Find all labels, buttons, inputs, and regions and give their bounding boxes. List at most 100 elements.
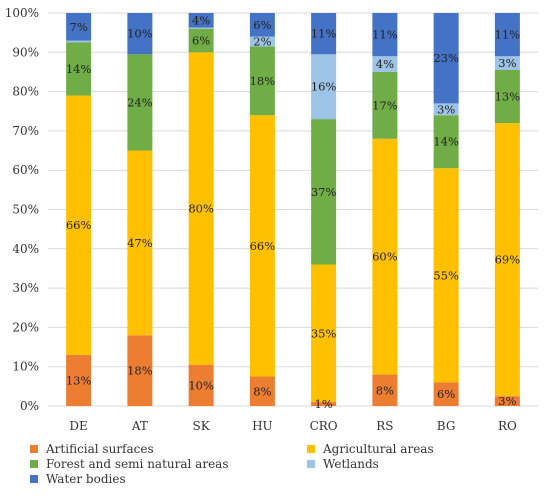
bar-segment — [249, 115, 275, 377]
legend-swatch — [307, 445, 315, 453]
data-label: 10% — [127, 27, 153, 41]
bar-segment — [66, 13, 92, 41]
y-tick-label: 0% — [20, 399, 39, 413]
bar-segment — [433, 382, 459, 406]
bar-segment — [433, 103, 459, 116]
bar-segment — [66, 40, 92, 43]
x-tick-label: AT — [131, 419, 148, 433]
data-label: 3% — [437, 102, 455, 116]
data-label: 13% — [66, 373, 92, 387]
x-tick-label: HU — [252, 419, 273, 433]
x-tick-label: CRO — [310, 419, 338, 433]
y-tick-label: 60% — [12, 163, 39, 177]
data-label: 14% — [433, 135, 459, 149]
bar-segment — [311, 119, 337, 265]
data-labels: 13% 66% 14% 7% 18% 47% 24% 10% 10% 80% 6% 4% 8% 66% 18… — [66, 13, 520, 411]
legend-item: Wetlands — [307, 456, 379, 472]
bar-segment — [66, 95, 92, 355]
data-label: 66% — [66, 218, 92, 232]
bar-segment — [311, 13, 337, 55]
data-label: 18% — [127, 364, 153, 378]
data-label: 69% — [495, 253, 521, 267]
data-label: 7% — [70, 20, 88, 34]
data-label: 11% — [495, 28, 521, 42]
bar-segment — [372, 13, 398, 57]
data-label: 55% — [433, 268, 459, 282]
bar-segment — [249, 13, 275, 37]
legend-label: Forest and semi natural areas — [46, 457, 229, 471]
bar-segment — [372, 56, 398, 72]
bar-segment — [66, 354, 92, 406]
y-axis-ticks: 0% 10% 20% 30% 40% 50% 60% 70% 80% 90% 100% — [5, 6, 39, 413]
legend-label: Water bodies — [46, 472, 126, 486]
legend-swatch — [30, 460, 38, 468]
legend-swatch — [307, 460, 315, 468]
bar-segment — [311, 402, 337, 406]
bar-segment — [127, 335, 153, 406]
x-tick-label: RS — [376, 419, 393, 433]
y-tick-label: 80% — [12, 85, 39, 99]
y-tick-label: 50% — [12, 203, 39, 217]
bar-segment — [188, 364, 214, 406]
bar-segment — [249, 46, 275, 116]
bar-segment — [249, 376, 275, 406]
bar-segment — [494, 396, 520, 406]
bar-segment — [188, 13, 214, 28]
bar-segment — [494, 13, 520, 57]
data-label: 10% — [188, 378, 214, 392]
x-tick-label: SK — [193, 419, 211, 433]
data-label: 8% — [376, 383, 394, 397]
x-tick-label: DE — [69, 419, 87, 433]
bar-segment — [494, 69, 520, 124]
data-label: 14% — [66, 62, 92, 76]
data-label: 47% — [127, 236, 153, 250]
bar-segment — [311, 54, 337, 120]
y-tick-label: 100% — [5, 6, 39, 20]
data-label: 3% — [498, 56, 516, 70]
bar-segment — [433, 168, 459, 383]
legend-item: Artificial surfaces — [30, 441, 154, 457]
bar-segment — [494, 123, 520, 397]
bar-segment — [127, 13, 153, 55]
data-label: 66% — [250, 239, 276, 253]
bar-segment — [188, 27, 214, 29]
data-label: 35% — [311, 326, 337, 340]
data-label: 8% — [253, 384, 271, 398]
y-tick-label: 40% — [12, 242, 39, 256]
bars — [66, 13, 520, 406]
data-label: 2% — [253, 34, 271, 48]
y-tick-label: 10% — [12, 360, 39, 374]
legend-item: Forest and semi natural areas — [30, 456, 228, 472]
y-tick-label: 20% — [12, 320, 39, 334]
data-label: 16% — [311, 80, 337, 94]
data-label: 18% — [250, 74, 276, 88]
bar-segment — [188, 28, 214, 53]
y-tick-label: 70% — [12, 124, 39, 138]
data-label: 11% — [372, 28, 398, 42]
legend-swatch — [30, 475, 38, 483]
stacked-bar-chart: 0% 10% 20% 30% 40% 50% 60% 70% 80% 90% 100% 13% 66%… — [5, 6, 538, 433]
data-label: 6% — [253, 18, 271, 32]
legend-label: Agricultural areas — [323, 442, 434, 456]
bar-segment — [311, 264, 337, 403]
data-label: 13% — [495, 90, 521, 104]
bar-segment — [66, 42, 92, 96]
y-tick-label: 90% — [12, 45, 39, 59]
legend-label: Wetlands — [323, 457, 379, 471]
bar-segment — [188, 52, 214, 365]
data-label: 37% — [311, 185, 337, 199]
gridlines — [48, 12, 538, 407]
bar-segment — [372, 374, 398, 406]
legend-item: Agricultural areas — [307, 441, 434, 457]
data-label: 17% — [372, 98, 398, 112]
legend-item: Water bodies — [30, 471, 126, 487]
data-label: 80% — [188, 202, 214, 216]
bar-segment — [249, 36, 275, 47]
data-label: 23% — [433, 51, 459, 65]
data-label: 3% — [498, 394, 516, 408]
bar-segment — [372, 71, 398, 139]
data-label: 60% — [372, 250, 398, 264]
x-tick-label: BG — [437, 419, 456, 433]
bar-segment — [127, 150, 153, 336]
data-label: 6% — [192, 34, 210, 48]
